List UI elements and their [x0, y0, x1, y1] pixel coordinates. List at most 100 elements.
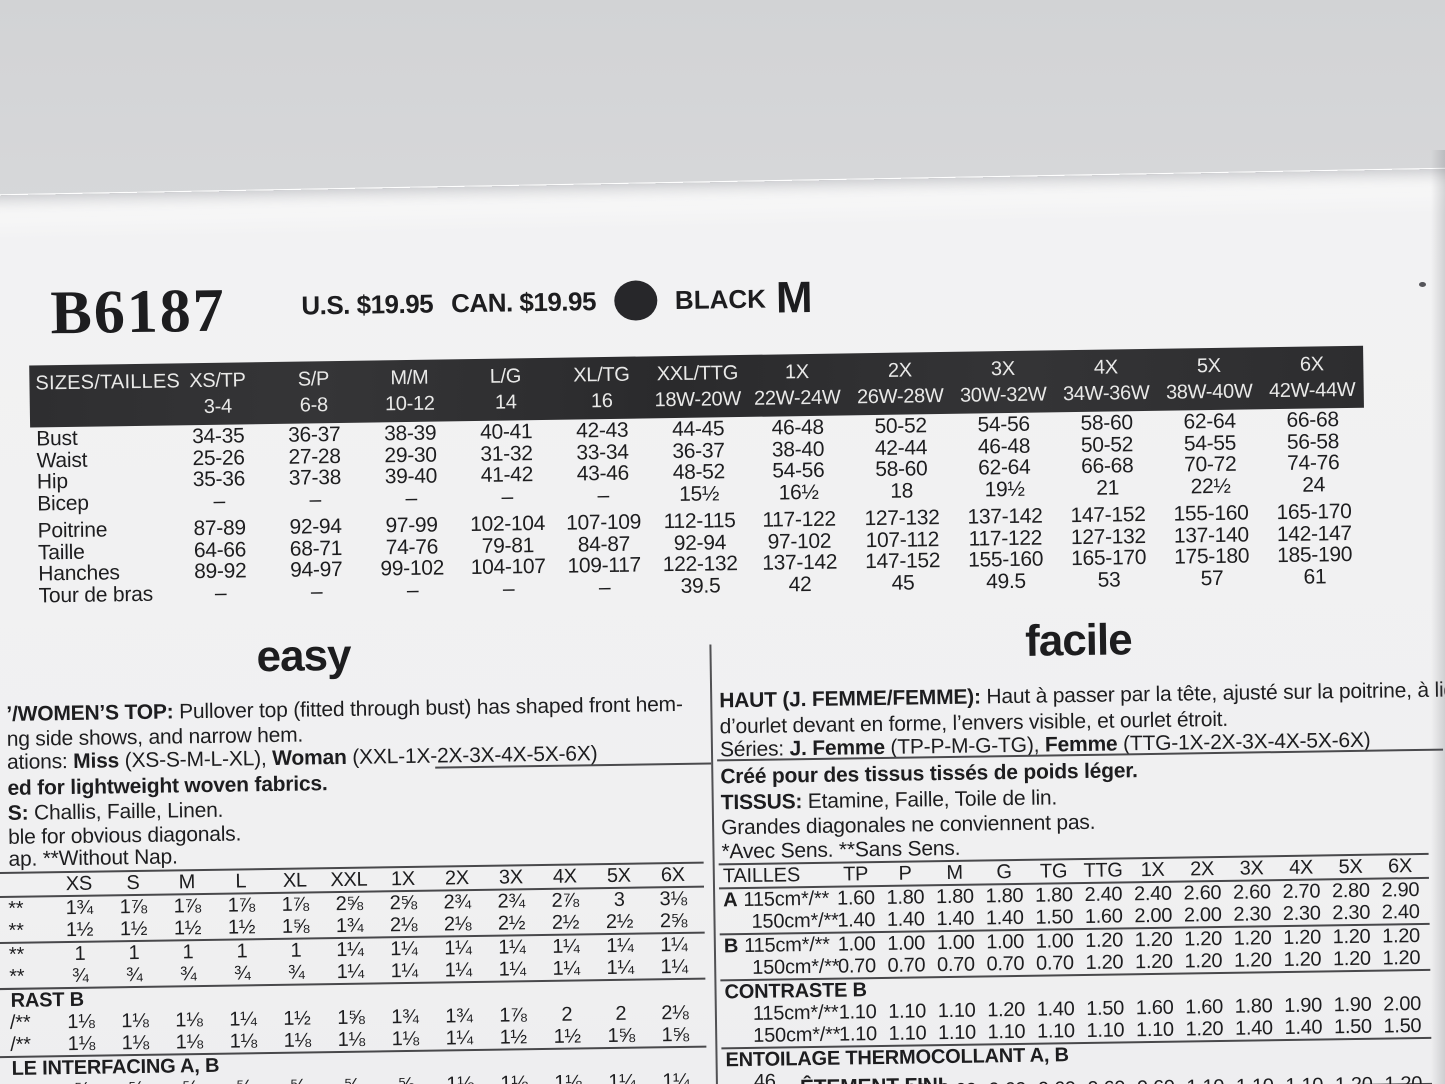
- cell: 1.20: [1085, 929, 1124, 952]
- cell: 30W-32W: [959, 382, 1047, 407]
- cell: 1.10: [1086, 1019, 1125, 1042]
- cell: ⅝: [325, 1074, 379, 1084]
- cell: 1.00: [1035, 930, 1074, 953]
- cell: 1.20: [1233, 927, 1272, 950]
- cell: 0.70: [936, 953, 975, 977]
- row-label: /**: [10, 1033, 31, 1056]
- cell: 1½: [65, 918, 94, 942]
- cell: 0.70: [986, 952, 1025, 976]
- cell: 1: [290, 939, 302, 962]
- cell: 1.50: [1086, 997, 1125, 1020]
- english-description-line-1: ’/WOMEN’S TOP: Pullover top (fitted thro…: [6, 693, 683, 727]
- body-measurements-inches: Bust 34-35 36-37 38-39 40-41 42-43 44-45 46-48 5…: [30, 408, 1365, 515]
- cell: 39.5: [680, 573, 721, 598]
- cell: 1.00: [837, 933, 876, 956]
- cell: 2.40: [1133, 882, 1172, 906]
- cell: –: [214, 581, 227, 605]
- cell: 1¾: [65, 896, 94, 920]
- text-segment: Grandes diagonales ne conviennent pas.: [720, 810, 1096, 840]
- cell: 2.80: [1331, 879, 1370, 903]
- cell: 2X: [887, 358, 912, 382]
- cell: 1.40: [886, 908, 925, 931]
- cell: ¾: [71, 964, 89, 987]
- cell: ⅝: [271, 1075, 325, 1084]
- cell: –: [406, 578, 419, 602]
- cell: P: [898, 862, 912, 885]
- cell: 1.40: [1284, 1016, 1323, 1040]
- cell: 18W-20W: [654, 387, 742, 411]
- cell: 1⅞: [227, 894, 255, 917]
- english-designed-for: ed for lightweight woven fabrics.: [7, 772, 327, 801]
- french-yardage-table: TAILLES TP P M G TG TTG 1X 2X 3X 4X 5X 6X A 115cm*/** 1…: [718, 852, 1433, 1084]
- cell: 5X: [1196, 354, 1221, 377]
- text-segment: ble for obvious diagonals.: [8, 822, 242, 849]
- row-label: 150cm*/**: [752, 955, 840, 979]
- cell: 1: [182, 941, 194, 964]
- cell: 2¾: [443, 891, 471, 914]
- cell: 2: [561, 1003, 573, 1026]
- cell: 1.20: [1134, 928, 1173, 952]
- cell: 1½: [553, 1025, 581, 1048]
- cell: 1.10: [1180, 1075, 1230, 1084]
- row-label: [30, 407, 170, 409]
- cell: S: [126, 871, 140, 895]
- cell: 2⅞: [551, 889, 579, 912]
- cell: 1⅛: [283, 1029, 311, 1052]
- cell: 1.10: [1230, 1075, 1280, 1084]
- cell: 1¼: [336, 938, 364, 962]
- cell: 1.60: [836, 887, 875, 910]
- bold-text-segment: ed for lightweight woven fabrics.: [7, 772, 328, 800]
- cell: 2⅛: [443, 913, 472, 936]
- cell: ⅝: [379, 1074, 433, 1084]
- cell: 1.90: [1284, 994, 1323, 1018]
- cell: 1.90: [1333, 993, 1372, 1017]
- cell: XS: [65, 872, 93, 896]
- cell: –: [309, 487, 322, 511]
- cell: 1.20: [1382, 946, 1421, 970]
- text-segment: Haut à passer par la tête, ajusté sur la…: [980, 678, 1445, 709]
- cell: 1.20: [1283, 948, 1322, 972]
- cell: G: [996, 861, 1012, 884]
- cell: –: [501, 484, 514, 509]
- cell: 1¾: [391, 1005, 419, 1029]
- cell: 1½: [227, 916, 256, 939]
- row-label: **: [8, 897, 24, 920]
- cell: 2¾: [497, 890, 525, 913]
- row-label: [0, 885, 52, 886]
- cell: 2.40: [1084, 883, 1123, 906]
- cell: 1.50: [1383, 1014, 1422, 1038]
- cell: 1.80: [1034, 884, 1073, 907]
- cell: 1¼: [552, 957, 580, 980]
- row-label: 115cm*/**: [752, 1001, 839, 1025]
- cell: –: [405, 486, 418, 510]
- cell: 10-12: [384, 392, 435, 415]
- pattern-number: B6187: [49, 276, 227, 348]
- bold-text-segment: Woman: [272, 745, 347, 770]
- bold-text-segment: Créé pour des tissus tissés de poids lég…: [720, 759, 1138, 789]
- cell: 1.20: [1233, 949, 1272, 972]
- cell: 6X: [1387, 855, 1413, 878]
- cell: 1.10: [987, 1020, 1026, 1044]
- french-diagonals-note: Grandes diagonales ne conviennent pas.: [721, 811, 1096, 841]
- cell: 0.60: [1032, 1078, 1082, 1084]
- cell: 1.80: [985, 884, 1024, 908]
- cell: 2⅝: [389, 891, 417, 915]
- cell: 1¼: [606, 956, 634, 980]
- text-segment: (XS-S-M-L-XL),: [118, 747, 273, 773]
- cell: 1¼: [444, 959, 472, 982]
- cell: 49.5: [985, 569, 1027, 593]
- cell: 3X: [990, 357, 1015, 380]
- text-segment: Etamine, Faille, Toile de lin.: [802, 786, 1058, 814]
- cell: 3⅛: [659, 887, 687, 911]
- cell: 1.40: [837, 909, 876, 932]
- cell: 1¼: [606, 934, 634, 958]
- cell: 2.90: [1381, 878, 1420, 902]
- cell: 2.00: [1183, 903, 1222, 927]
- cell: 0.60: [1131, 1076, 1181, 1084]
- cell: 0.70: [887, 954, 926, 977]
- cell: L: [235, 870, 247, 893]
- cell: 16: [590, 389, 613, 412]
- cell: 1: [236, 940, 248, 963]
- cell: 1⅛: [337, 1028, 365, 1052]
